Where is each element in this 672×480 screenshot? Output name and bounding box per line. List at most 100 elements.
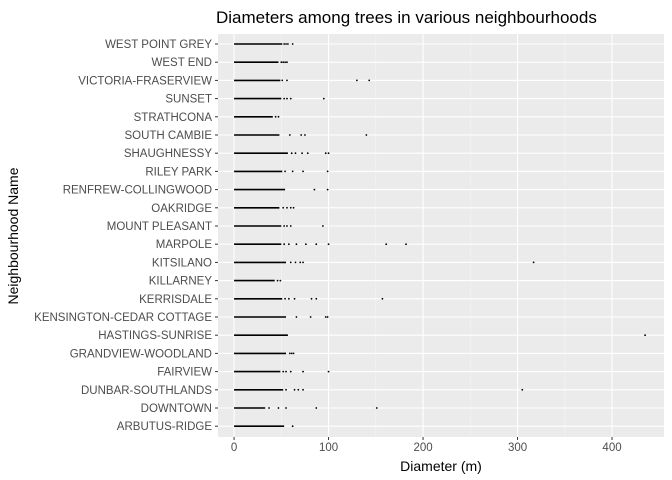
outlier-point <box>299 261 302 264</box>
outlier-point <box>365 134 368 136</box>
outlier-point <box>277 115 280 118</box>
outlier-point <box>288 134 291 136</box>
outlier-point <box>385 243 388 246</box>
y-tick-label: DOWNTOWN <box>141 403 212 415</box>
outlier-point <box>324 152 327 155</box>
outlier-point <box>289 370 292 373</box>
y-tick-label: RILEY PARK <box>145 166 212 178</box>
grid <box>218 34 664 437</box>
outlier-point <box>644 334 647 337</box>
outlier-point <box>302 261 304 264</box>
y-tick-label: FAIRVIEW <box>157 367 212 379</box>
outlier-point <box>289 97 292 100</box>
y-tick-label: DUNBAR-SOUTHLANDS <box>81 385 212 397</box>
outlier-point <box>283 97 286 100</box>
y-axis: WEST POINT GREY WEST END VICTORIA-FRASERVI… <box>34 39 218 433</box>
y-tick-label: SHAUGHNESSY <box>124 148 213 160</box>
outlier-point <box>287 297 290 300</box>
outlier-point <box>315 243 318 246</box>
outlier-point <box>286 225 288 227</box>
outlier-point <box>532 261 535 264</box>
outlier-point <box>324 316 327 318</box>
outlier-point <box>290 152 293 155</box>
outlier-point <box>294 152 297 155</box>
outlier-point <box>268 407 270 409</box>
outlier-point <box>286 97 288 100</box>
outlier-point <box>315 297 318 300</box>
y-tick-label: OAKRIDGE <box>151 203 212 215</box>
outlier-point <box>282 206 285 209</box>
outlier-point <box>302 388 304 391</box>
x-tick-label: 200 <box>413 442 432 454</box>
outlier-point <box>276 279 279 282</box>
outlier-point <box>274 115 277 118</box>
outlier-point <box>321 225 324 227</box>
outlier-point <box>292 206 295 209</box>
outlier-point <box>291 425 294 428</box>
outlier-point <box>289 261 292 264</box>
y-tick-label: MARPOLE <box>156 239 213 251</box>
x-tick-label: 400 <box>602 442 621 454</box>
y-tick-label: STRATHCONA <box>134 112 213 124</box>
outlier-point <box>285 43 287 45</box>
outlier-point <box>326 170 329 173</box>
outlier-point <box>306 152 309 155</box>
outlier-point <box>285 388 287 391</box>
x-tick-label: 0 <box>231 442 237 454</box>
x-axis: 0 100 200 300 400 <box>231 437 622 454</box>
y-tick-label: KILLARNEY <box>149 276 213 288</box>
outlier-point <box>289 206 292 209</box>
outlier-point <box>289 225 292 227</box>
outlier-point <box>300 134 303 136</box>
outlier-point <box>291 43 294 45</box>
outlier-point <box>287 43 289 45</box>
outlier-point <box>280 61 283 64</box>
y-tick-label: VICTORIA-FRASERVIEW <box>78 75 212 87</box>
outlier-point <box>295 316 298 318</box>
y-tick-label: SUNSET <box>165 94 212 106</box>
outlier-point <box>291 170 294 173</box>
outlier-point <box>375 407 378 409</box>
outlier-point <box>309 316 312 318</box>
outlier-point <box>297 388 300 391</box>
outlier-point <box>282 370 285 373</box>
outlier-point <box>521 388 524 391</box>
y-tick-label: SOUTH CAMBIE <box>124 130 212 142</box>
x-axis-title: Diameter (m) <box>400 458 482 474</box>
y-tick-label: WEST POINT GREY <box>105 39 212 51</box>
outlier-point <box>286 206 288 209</box>
outlier-point <box>281 79 284 82</box>
outlier-point <box>285 407 287 409</box>
outlier-point <box>405 243 407 246</box>
x-tick-label: 100 <box>319 442 338 454</box>
y-tick-label: WEST END <box>152 57 213 69</box>
box-plot-marks <box>234 43 647 428</box>
y-tick-label: KERRISDALE <box>139 294 212 306</box>
chart-title: Diameters among trees in various neighbo… <box>216 8 597 27</box>
outlier-point <box>293 297 296 300</box>
outlier-point <box>283 243 286 246</box>
y-tick-label: HASTINGS-SUNRISE <box>98 330 212 342</box>
outlier-point <box>310 297 313 300</box>
outlier-point <box>327 152 330 155</box>
outlier-point <box>284 297 286 300</box>
outlier-point <box>295 243 298 246</box>
x-tick-label: 300 <box>508 442 527 454</box>
outlier-point <box>302 370 304 373</box>
outlier-point <box>304 243 307 246</box>
outlier-point <box>322 97 325 100</box>
outlier-point <box>286 79 288 82</box>
outlier-point <box>284 61 286 64</box>
outlier-point <box>368 79 371 82</box>
outlier-point <box>313 188 316 191</box>
outlier-point <box>326 316 329 318</box>
outlier-point <box>292 352 295 355</box>
outlier-point <box>304 134 306 136</box>
outlier-point <box>279 279 282 282</box>
outlier-point <box>283 43 286 45</box>
y-tick-label: RENFREW-COLLINGWOOD <box>63 185 212 197</box>
outlier-point <box>277 407 280 409</box>
outlier-point <box>293 388 296 391</box>
y-tick-label: MOUNT PLEASANT <box>107 221 212 233</box>
